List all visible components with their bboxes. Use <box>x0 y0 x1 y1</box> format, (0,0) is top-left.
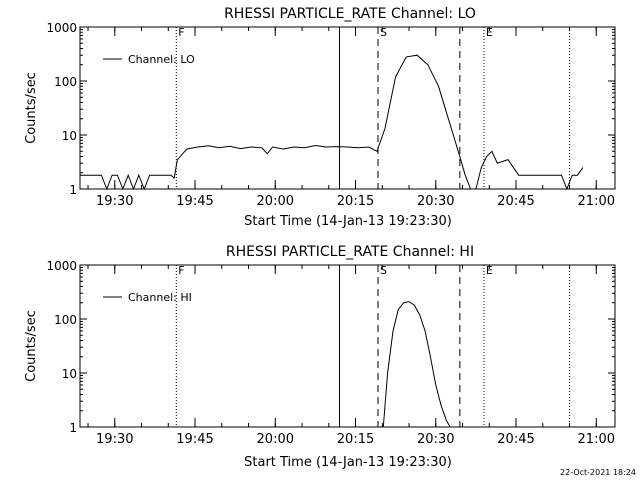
lo-marker-label: E <box>486 26 493 39</box>
hi-y-tick-label: 100 <box>54 313 77 327</box>
lo-x-tick-label: 20:45 <box>497 194 534 209</box>
lo-x-tick-label: 20:15 <box>337 194 374 209</box>
hi-plot-frame <box>79 264 616 428</box>
lo-x-axis-label: Start Time (14-Jan-13 19:23:30) <box>244 214 452 229</box>
hi-y-axis-label: Counts/sec <box>24 310 39 382</box>
hi-x-tick-label: 20:45 <box>497 432 534 447</box>
hi-y-tick-label: 1000 <box>46 259 77 273</box>
hi-x-axis-label: Start Time (14-Jan-13 19:23:30) <box>244 455 452 470</box>
lo-x-tick-label: 21:00 <box>578 194 615 209</box>
lo-y-tick-label: 1000 <box>46 21 77 35</box>
hi-y-tick-label: 1 <box>69 421 77 435</box>
hi-x-tick-label: 19:45 <box>176 432 213 447</box>
hi-marker-label: F <box>178 264 184 277</box>
hi-x-tick-label: 20:15 <box>337 432 374 447</box>
hi-legend-label: Channel: HI <box>128 291 192 304</box>
lo-x-tick-label: 19:45 <box>176 194 213 209</box>
hi-x-tick-label: 20:30 <box>417 432 454 447</box>
hi-x-tick-label: 19:30 <box>96 432 133 447</box>
lo-marker-label: F <box>178 26 184 39</box>
hi-series-line <box>382 301 451 428</box>
lo-legend-label: Channel: LO <box>128 53 195 66</box>
lo-plot-frame <box>79 26 616 190</box>
timestamp-label: 22-Oct-2021 18:24 <box>560 468 636 477</box>
lo-chart-title: RHESSI PARTICLE_RATE Channel: LO <box>224 6 476 22</box>
lo-marker-label: S <box>380 26 387 39</box>
lo-x-tick-label: 20:00 <box>257 194 294 209</box>
hi-marker-label: S <box>380 264 387 277</box>
hi-marker-label: E <box>486 264 493 277</box>
hi-x-tick-label: 20:00 <box>257 432 294 447</box>
lo-y-tick-label: 100 <box>54 75 77 89</box>
lo-y-tick-label: 10 <box>62 129 77 143</box>
lo-x-tick-label: 19:30 <box>96 194 133 209</box>
lo-series-line <box>80 54 584 191</box>
lo-y-tick-label: 1 <box>69 183 77 197</box>
hi-chart-title: RHESSI PARTICLE_RATE Channel: HI <box>226 244 474 260</box>
lo-x-tick-label: 20:30 <box>417 194 454 209</box>
lo-channel-panel: RHESSI PARTICLE_RATE Channel: LO Start T… <box>24 6 616 229</box>
hi-x-tick-label: 21:00 <box>578 432 615 447</box>
hi-channel-panel: RHESSI PARTICLE_RATE Channel: HI Start T… <box>24 244 616 470</box>
lo-y-axis-label: Counts/sec <box>24 72 39 144</box>
hi-y-tick-label: 10 <box>62 367 77 381</box>
